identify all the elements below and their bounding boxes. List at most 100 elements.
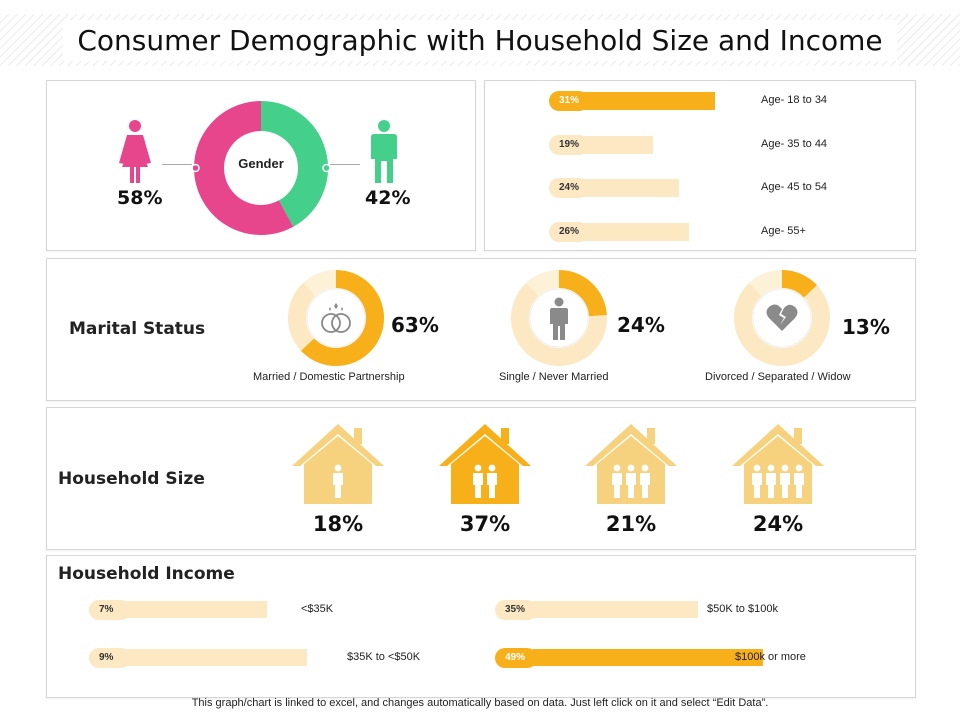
age-track	[555, 92, 715, 110]
gender-center-label: Gender	[238, 156, 284, 171]
house-chimney	[501, 428, 509, 444]
person-icon	[752, 473, 762, 498]
marital-donut-center	[306, 288, 366, 348]
age-pct-pill: 24%	[549, 178, 589, 198]
marital-label: Single / Never Married	[499, 371, 609, 383]
house-icon	[732, 424, 824, 504]
person-icon	[781, 464, 789, 472]
person-icon	[640, 473, 650, 498]
marital-title: Marital Status	[69, 319, 206, 339]
marital-label: Married / Domestic Partnership	[253, 371, 405, 383]
income-track	[127, 649, 307, 666]
marital-donut-gap	[303, 270, 337, 297]
marital-donut-slice	[781, 270, 817, 298]
female-connector	[162, 164, 192, 165]
rings-icon	[321, 303, 351, 333]
income-track	[533, 649, 764, 666]
person-icon	[795, 464, 803, 472]
house-icon	[292, 424, 384, 504]
age-pct-pill: 26%	[549, 222, 589, 242]
age-label: Age- 55+	[761, 225, 806, 237]
gender-female-dot	[193, 163, 200, 173]
house-roof	[585, 424, 677, 466]
income-label: $100k or more	[735, 651, 806, 663]
person-icon	[753, 464, 761, 472]
person-icon	[473, 473, 483, 498]
person-icon	[550, 297, 568, 340]
gender-male-dot	[322, 163, 329, 173]
age-pct-pill: 31%	[549, 91, 589, 111]
marital-panel: Marital Status 63% Married / Domestic Pa…	[46, 258, 916, 401]
person-icon	[641, 464, 649, 472]
footer-note: This graph/chart is linked to excel, and…	[191, 697, 769, 709]
house-chimney	[354, 428, 362, 444]
household-size-pct: 21%	[605, 512, 657, 536]
age-label: Age- 45 to 54	[761, 181, 828, 193]
house-icon	[585, 424, 677, 504]
person-icon	[474, 464, 482, 472]
person-icon	[780, 473, 790, 498]
age-panel: 31% Age- 18 to 34 19% Age- 35 to 44 24% …	[484, 80, 916, 251]
household-income-title: Household Income	[58, 564, 235, 584]
gender-female-slice	[194, 101, 294, 235]
age-label: Age- 35 to 44	[761, 138, 828, 150]
gender-panel: 58% Gender 42%	[46, 80, 476, 251]
male-icon	[371, 120, 397, 183]
male-pct: 42%	[365, 187, 411, 209]
male-connector	[330, 164, 360, 165]
person-icon	[333, 473, 343, 498]
title-wrap: Consumer Demographic with Household Size…	[0, 20, 960, 61]
age-pct-pill: 19%	[549, 135, 589, 155]
house-body	[451, 436, 519, 504]
income-track	[127, 601, 267, 618]
income-label: $35K to <$50K	[347, 651, 421, 663]
page-title: Consumer Demographic with Household Size…	[63, 20, 897, 61]
marital-pct: 13%	[842, 315, 890, 339]
marital-pct: 63%	[391, 313, 439, 337]
income-pct-pill: 35%	[495, 600, 537, 620]
person-icon	[627, 464, 635, 472]
house-roof	[292, 424, 384, 466]
income-label: <$35K	[301, 603, 334, 615]
female-pct: 58%	[117, 187, 163, 209]
income-track	[533, 601, 698, 618]
broken-heart-icon	[766, 304, 798, 331]
person-icon	[766, 473, 776, 498]
age-label: Age- 18 to 34	[761, 94, 828, 106]
income-pct-pill: 7%	[89, 600, 131, 620]
household-size-title: Household Size	[58, 469, 205, 489]
gender-male-slice	[260, 101, 328, 227]
person-icon	[487, 473, 497, 498]
marital-donut-slice	[558, 270, 607, 317]
household-size-pct: 37%	[459, 512, 511, 536]
marital-label: Divorced / Separated / Widow	[705, 371, 851, 383]
marital-pct: 24%	[617, 313, 665, 337]
person-icon	[613, 464, 621, 472]
income-pct-pill: 49%	[495, 648, 537, 668]
marital-donut-slice	[301, 270, 384, 366]
income-label: $50K to $100k	[707, 603, 778, 615]
person-icon	[794, 473, 804, 498]
marital-donut-gap	[526, 270, 560, 297]
marital-donut-gap	[749, 270, 783, 297]
gender-donut	[193, 101, 329, 235]
person-icon	[767, 464, 775, 472]
household-size-panel: Household Size 18% 37% 21% 24%	[46, 407, 916, 550]
person-icon	[334, 464, 342, 472]
person-icon	[488, 464, 496, 472]
person-icon	[626, 473, 636, 498]
house-chimney	[794, 428, 802, 444]
household-size-pct: 18%	[312, 512, 364, 536]
house-icon	[439, 424, 531, 504]
person-icon	[612, 473, 622, 498]
household-size-pct: 24%	[752, 512, 804, 536]
house-body	[744, 436, 812, 504]
marital-donut	[288, 270, 384, 366]
house-roof	[732, 424, 824, 466]
female-icon	[119, 120, 151, 183]
household-income-panel: Household Income 7% <$35K 9% $35K to <$5…	[46, 555, 916, 698]
income-pct-pill: 9%	[89, 648, 131, 668]
age-track	[555, 223, 690, 241]
house-chimney	[647, 428, 655, 444]
house-roof	[439, 424, 531, 466]
